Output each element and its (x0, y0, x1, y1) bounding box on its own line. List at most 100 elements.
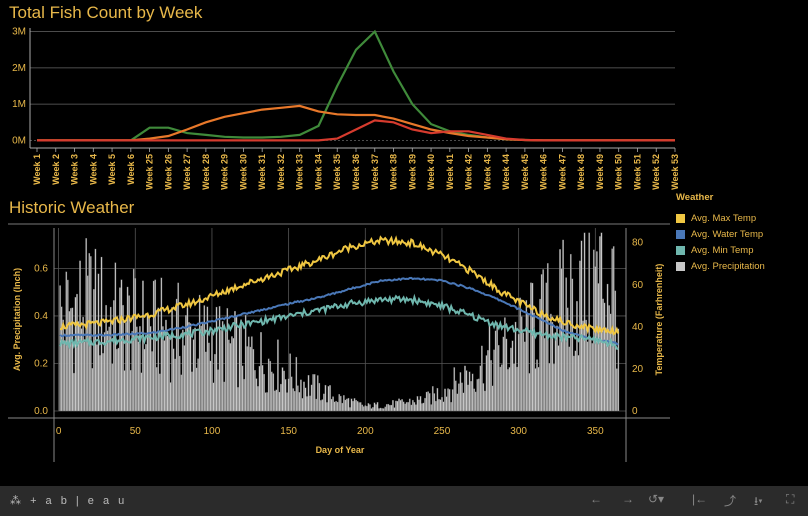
precip-bar (583, 232, 586, 412)
precip-bar (278, 391, 281, 412)
precip-bar (152, 280, 155, 412)
x-tick-label: 100 (204, 426, 221, 437)
x-tick-label: 350 (587, 426, 604, 437)
precip-bar (181, 329, 184, 412)
precip-bar (172, 348, 175, 412)
tableau-logo[interactable]: ⁂ + a b | e a u (10, 495, 128, 507)
precip-bar (407, 401, 410, 412)
precip-bar (410, 404, 413, 412)
legend-item-water-temp[interactable]: Avg. Water Temp (676, 226, 765, 242)
temp-line (59, 235, 620, 336)
precip-bar (261, 365, 264, 412)
precip-bar (482, 383, 485, 412)
share-icon[interactable]: ⤴ (724, 494, 737, 508)
legend-item-min-temp[interactable]: Avg. Min Temp (676, 242, 765, 258)
precip-bar (571, 278, 574, 412)
precip-bar (476, 379, 479, 412)
precip-bar (388, 404, 391, 412)
precip-bar (353, 398, 356, 412)
precip-bar (447, 388, 449, 412)
precip-bar (131, 330, 134, 412)
legend-swatch (676, 245, 685, 255)
precip-bar (315, 398, 318, 412)
precip-bar (436, 387, 439, 412)
precip-bar (508, 367, 511, 412)
precip-bar (453, 367, 456, 412)
precip-bar (218, 306, 221, 412)
x-tick-label: Week 32 (276, 154, 286, 190)
x-tick-label: Week 4 (88, 154, 98, 185)
temp-line (59, 276, 619, 346)
precip-bar (582, 320, 584, 412)
precip-bar (146, 314, 149, 412)
reset-icon[interactable]: |← (692, 492, 708, 506)
precip-bar (125, 322, 127, 412)
download-icon[interactable]: ⭳▾ (754, 494, 763, 508)
precip-bar (275, 389, 278, 412)
precip-bar (134, 278, 137, 412)
legend-item-precipitation[interactable]: Avg. Precipitation (676, 258, 765, 274)
precip-bar (565, 277, 568, 412)
precip-bar (442, 401, 445, 412)
precip-bar (461, 382, 463, 412)
fish-count-chart[interactable]: 0M 1M 2M 3M Week 1 Week 2 Week 3 Week 4 Week 5 We… (0, 24, 680, 194)
precip-bar (522, 332, 525, 412)
precip-bar (269, 360, 272, 412)
x-tick-label: Week 3 (70, 154, 80, 185)
precip-bar (80, 328, 83, 412)
undo-icon[interactable]: ← (590, 492, 602, 506)
precip-bar (421, 403, 423, 412)
redo-icon[interactable]: → (622, 492, 634, 506)
precip-bar (395, 400, 397, 412)
brand-text: + a b | e a u (30, 495, 128, 507)
precip-bar (553, 363, 555, 412)
legend-item-max-temp[interactable]: Avg. Max Temp (676, 210, 765, 226)
precip-bar (168, 334, 170, 412)
precip-bar (425, 391, 428, 412)
precip-bar (82, 316, 84, 412)
precip-bar (344, 399, 347, 412)
precip-bar (528, 373, 531, 412)
precip-bar (209, 360, 212, 412)
precip-bar (390, 404, 393, 412)
precip-bar (277, 339, 279, 412)
precip-bar (491, 385, 494, 412)
precip-bar (433, 393, 436, 412)
precip-bar (370, 408, 373, 412)
precip-bar (342, 395, 345, 412)
precip-bar (367, 403, 370, 412)
precip-bar (465, 370, 468, 412)
precip-bar (266, 392, 269, 412)
precip-bar (238, 325, 241, 412)
precip-bar (550, 313, 552, 412)
precip-bar (525, 300, 528, 412)
fullscreen-icon[interactable]: ⛶ (786, 492, 795, 506)
precip-bar (481, 345, 483, 412)
precip-bar (507, 369, 509, 412)
weather-chart[interactable]: 0.0 0.2 0.4 0.6 0 20 40 60 80 0 50 100 150 200 250 300 3… (0, 222, 672, 466)
precip-bar (346, 398, 348, 412)
precip-bar (540, 274, 543, 412)
precip-bar (321, 399, 324, 412)
precip-bar (99, 355, 101, 412)
precip-bar (186, 307, 189, 412)
precip-bar (444, 388, 446, 412)
legend-label: Avg. Water Temp (691, 228, 764, 240)
precip-bar (200, 325, 203, 412)
precip-bar (316, 375, 319, 412)
precip-bar (589, 337, 592, 412)
precip-bar (382, 408, 385, 412)
precip-bar (123, 370, 126, 412)
series-line (37, 104, 675, 142)
revert-icon[interactable]: ↺▾ (648, 492, 665, 506)
precip-bar (120, 279, 123, 412)
precip-bar (586, 341, 589, 412)
precip-bar (430, 404, 433, 412)
precip-bar (68, 311, 71, 412)
precip-bar (484, 390, 486, 412)
precip-bar (103, 332, 106, 412)
precip-bar (385, 404, 388, 412)
precip-bar (240, 319, 242, 412)
precip-bar (304, 387, 307, 412)
precip-bar (576, 301, 578, 412)
